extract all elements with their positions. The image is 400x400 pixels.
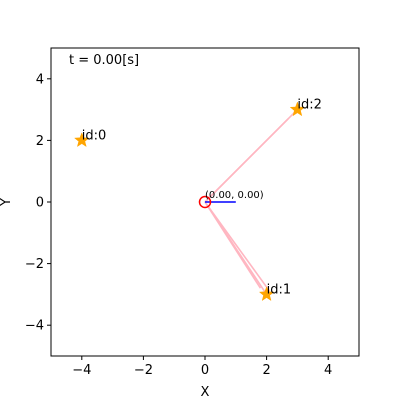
landmark-star-0 bbox=[74, 132, 90, 148]
x-tick-label-0: −4 bbox=[72, 363, 91, 378]
landmark-star-1 bbox=[258, 286, 275, 302]
landmark-label-2: id:2 bbox=[297, 98, 322, 113]
landmark-label-0: id:0 bbox=[82, 128, 107, 143]
x-axis-label: X bbox=[201, 385, 210, 400]
axis-ticks: −4 −2 0 2 4 −4 −2 0 2 4 bbox=[25, 72, 333, 378]
time-label: t = 0.00[s] bbox=[69, 53, 139, 68]
y-tick-label-3: 2 bbox=[36, 134, 44, 149]
y-tick-label-1: −2 bbox=[25, 257, 44, 272]
x-tick-label-2: 0 bbox=[201, 363, 209, 378]
y-tick-label-2: 0 bbox=[36, 196, 44, 211]
plot-area: (0.00, 0.00) id:0 id:1 id:2 bbox=[74, 98, 322, 302]
y-tick-label-4: 4 bbox=[36, 72, 44, 87]
observation-line-1 bbox=[204, 118, 289, 203]
observation-line-4 bbox=[204, 201, 262, 289]
x-tick-label-1: −2 bbox=[134, 363, 153, 378]
robot-coordinate-label: (0.00, 0.00) bbox=[205, 190, 264, 201]
x-tick-label-3: 2 bbox=[262, 363, 270, 378]
landmark-label-1: id:1 bbox=[267, 282, 292, 297]
y-tick-label-0: −4 bbox=[25, 319, 44, 334]
observation-line-3 bbox=[204, 201, 271, 292]
y-axis-label: Y bbox=[0, 198, 14, 207]
landmark-star-2 bbox=[289, 101, 306, 117]
x-tick-label-4: 4 bbox=[324, 363, 332, 378]
robot-marker bbox=[198, 195, 212, 209]
